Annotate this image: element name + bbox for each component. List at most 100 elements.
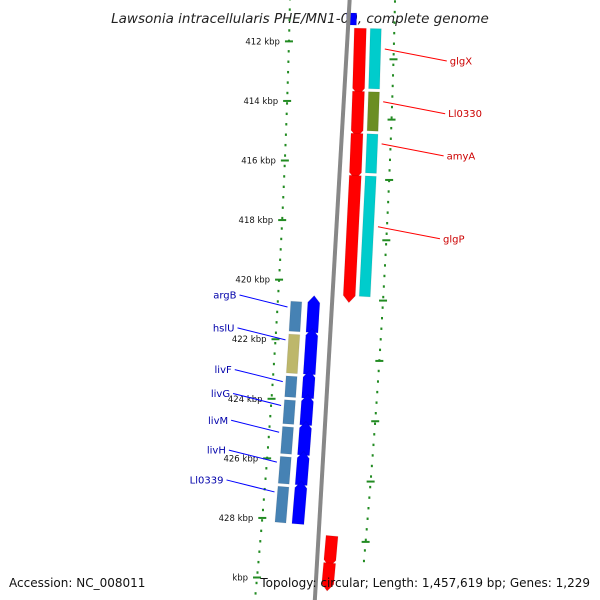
ruler-tick-label: kbp: [232, 574, 248, 584]
gene-label-livF: livF: [215, 365, 232, 376]
reverse-cds-glgX: [352, 27, 367, 97]
ruler-dot: [379, 338, 382, 341]
ruler-dot: [375, 401, 378, 404]
ruler-tick-label: 422 kbp: [232, 335, 267, 345]
ruler-dot: [254, 592, 257, 595]
accession-text: Accession: NC_008011: [9, 576, 145, 590]
ruler-dot: [283, 164, 286, 168]
ruler-dot: [285, 112, 288, 116]
forward-cds-hslU: [302, 327, 319, 376]
ruler-dot: [372, 443, 375, 447]
gene-leader-line: [384, 48, 447, 62]
ruler-tick-label: 412 kbp: [245, 37, 280, 47]
gene-label-Ll0339: Ll0339: [190, 475, 224, 486]
ruler-dot: [390, 105, 393, 109]
ruler-dot: [259, 540, 262, 543]
gene-label-glgP: glgP: [443, 234, 465, 245]
ruler-dot: [362, 559, 365, 563]
ruler-dot: [267, 435, 270, 439]
ruler-dot: [270, 394, 273, 397]
ruler-dot: [286, 102, 289, 105]
ruler-tick-label: 420 kbp: [235, 276, 270, 286]
ruler-dot: [265, 467, 268, 470]
ruler-dot: [393, 0, 396, 3]
ruler-dot: [385, 243, 388, 246]
ruler-dot: [371, 454, 374, 457]
ruler-dot: [272, 373, 275, 376]
ruler-dot: [282, 185, 285, 189]
ruler-dot: [367, 507, 370, 510]
reverse-cds-amyA: [348, 132, 364, 181]
ruler-dot: [286, 81, 289, 84]
cog-lane: [274, 28, 382, 524]
gene-label-hslU: hslU: [213, 323, 235, 334]
gene-leader-line: [381, 143, 444, 157]
cog-block-livH: [277, 455, 292, 485]
ruler-dot: [285, 123, 288, 126]
ruler-dot: [284, 143, 287, 147]
ruler-dot: [287, 60, 290, 63]
ruler-dot: [374, 411, 377, 415]
ruler-dot: [274, 341, 277, 345]
ruler-dot: [258, 550, 261, 553]
ruler-dot: [376, 380, 379, 383]
ruler-dot: [368, 496, 371, 499]
genome-backbone: [312, 0, 352, 600]
reverse-cds-lane: [321, 27, 367, 592]
ruler-dot: [387, 200, 390, 204]
gene-label-glgX: glgX: [450, 56, 472, 67]
ruler-dot: [390, 116, 393, 119]
ruler-dot: [283, 175, 286, 178]
ruler-tick-label: 414 kbp: [243, 97, 278, 107]
cog-block-livM: [280, 426, 295, 455]
gene-leader-line: [232, 392, 282, 406]
gene-leader-line: [237, 327, 286, 341]
forward-cds-livH: [294, 450, 310, 487]
ruler-dot: [385, 232, 388, 235]
reverse-cds-gene-5: [321, 561, 337, 592]
ruler-dot: [280, 227, 283, 230]
ruler-dot: [281, 216, 284, 220]
ruler-dot: [369, 485, 372, 489]
cog-block-Ll0339: [274, 485, 290, 524]
ruler-dot: [388, 179, 391, 183]
ruler-dot: [387, 190, 390, 193]
ruler-tick-label: 424 kbp: [228, 395, 263, 405]
ruler-dot: [392, 63, 395, 67]
ruler-dot: [276, 300, 279, 303]
ruler-dot: [382, 295, 385, 299]
gene-label-Ll0330: Ll0330: [448, 109, 482, 120]
ruler-dot: [389, 148, 392, 151]
ruler-dot: [388, 169, 391, 172]
ruler-dot: [284, 133, 287, 136]
ruler-dot: [393, 21, 396, 24]
ruler-dot: [392, 42, 395, 45]
ruler-dot: [392, 74, 395, 77]
ruler-dot: [257, 560, 260, 564]
ruler-dot: [393, 10, 396, 14]
gene-label-livM: livM: [208, 416, 228, 427]
ruler-dot: [386, 221, 389, 225]
cog-block-argB: [288, 300, 303, 333]
ruler-dot: [280, 237, 283, 241]
ruler-dot: [374, 422, 377, 425]
gene-leader-line: [228, 449, 277, 463]
ruler-dot: [277, 289, 280, 293]
ruler-dot: [269, 414, 272, 418]
cog-block-Ll0330: [366, 91, 381, 132]
map-title: Lawsonia intracellularis PHE/MN1-00, com…: [111, 11, 489, 27]
ruler-dot: [270, 404, 273, 407]
cog-block-hslU: [285, 333, 301, 375]
ruler-dot: [264, 477, 267, 480]
ruler-dot: [390, 126, 393, 130]
ruler-dot: [260, 529, 263, 533]
gene-leader-line: [377, 226, 441, 240]
ruler-dot: [381, 316, 384, 320]
ruler-dot: [391, 84, 394, 88]
ruler-dot: [261, 508, 264, 512]
ruler-dot: [274, 331, 277, 334]
ruler-dot: [256, 571, 259, 574]
ruler-dot: [276, 310, 279, 314]
reverse-cds-Ll0330: [350, 90, 366, 139]
gene-label-livG: livG: [211, 389, 230, 400]
